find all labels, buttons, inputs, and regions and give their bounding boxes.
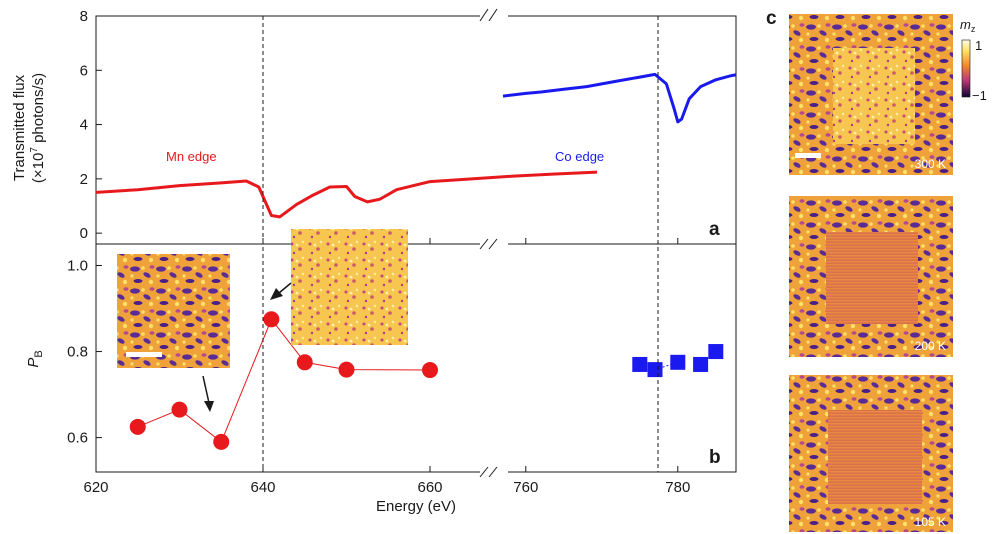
co-edge-point [670, 354, 686, 370]
mn-edge-point [263, 311, 280, 328]
colorbar-label: mz [960, 17, 976, 34]
image-105k-label: 105 K [915, 515, 946, 529]
y-tick-label: 0 [80, 225, 88, 242]
panel-a-y-ticks: 0 2 4 6 8 [80, 8, 102, 242]
x-tick-label: 640 [250, 479, 275, 496]
mn-edge-point [129, 418, 146, 435]
colorbar-max: 1 [975, 38, 982, 53]
co-edge-point [693, 356, 709, 372]
co-edge-line [502, 72, 736, 124]
axis-break [479, 8, 508, 478]
panel-a-lines [96, 72, 736, 219]
panel-b-points [129, 311, 724, 450]
inset-left [117, 254, 230, 368]
mn-edge-point [422, 362, 438, 379]
panel-b: 0.6 0.8 1.0 620 640 660 760 780 b PB Energy (e… [25, 238, 737, 515]
y-tick-label: 6 [80, 62, 88, 79]
x-ticks: 620 640 660 760 780 [83, 238, 690, 496]
y-tick-label: 2 [80, 171, 88, 188]
mn-edge-point [338, 361, 355, 378]
image-200k-label: 200 K [915, 339, 946, 353]
panel-a: 0 2 4 6 8 Mn edge Co edge a Transmitted flux… [11, 8, 737, 245]
panel-b-y-ticks: 0.6 0.8 1.0 [67, 258, 102, 447]
x-tick-label: 780 [665, 479, 690, 496]
mn-edge-label: Mn edge [166, 149, 217, 164]
mn-edge-line [96, 170, 598, 219]
colorbar: mz 1 −1 [960, 17, 987, 103]
inset-scale-bar [126, 352, 162, 357]
panel-c-letter: c [766, 8, 777, 29]
panel-b-ylabel: PB [25, 350, 45, 367]
image-105k: 105 K [789, 375, 953, 532]
panel-b-frame [95, 243, 737, 473]
co-edge-label: Co edge [555, 149, 604, 164]
image-200k: 200 K [789, 196, 953, 357]
x-tick-label: 760 [513, 479, 538, 496]
mn-edge-point [296, 354, 313, 371]
y-tick-label: 4 [80, 117, 88, 134]
y-tick-label: 0.6 [67, 430, 88, 447]
panel-a-letter: a [709, 219, 720, 240]
x-axis-label: Energy (eV) [376, 498, 456, 515]
mn-edge-point [213, 433, 230, 450]
x-tick-label: 620 [83, 479, 108, 496]
panel-a-frame [95, 15, 737, 245]
y-tick-label: 1.0 [67, 258, 88, 275]
image-scale-bar [795, 153, 821, 158]
co-edge-point [708, 344, 724, 360]
image-300k: 300 K [789, 14, 953, 175]
colorbar-min: −1 [972, 88, 987, 103]
mn-edge-point [171, 401, 188, 418]
panel-b-letter: b [709, 447, 721, 468]
co-edge-point [647, 362, 663, 378]
x-tick-label: 660 [417, 479, 442, 496]
co-edge-point [632, 356, 648, 372]
inset-right [291, 229, 408, 345]
inset-arrows [202, 282, 292, 412]
y-tick-label: 0.8 [67, 344, 88, 361]
panel-c: c 300 K 200 K 105 K mz 1 −1 [766, 8, 987, 532]
panel-a-ylabel-line2: (×107 photons/s) [29, 73, 47, 183]
panel-a-ylabel-line1: Transmitted flux [11, 74, 28, 181]
image-300k-label: 300 K [915, 157, 946, 171]
y-tick-label: 8 [80, 8, 88, 25]
